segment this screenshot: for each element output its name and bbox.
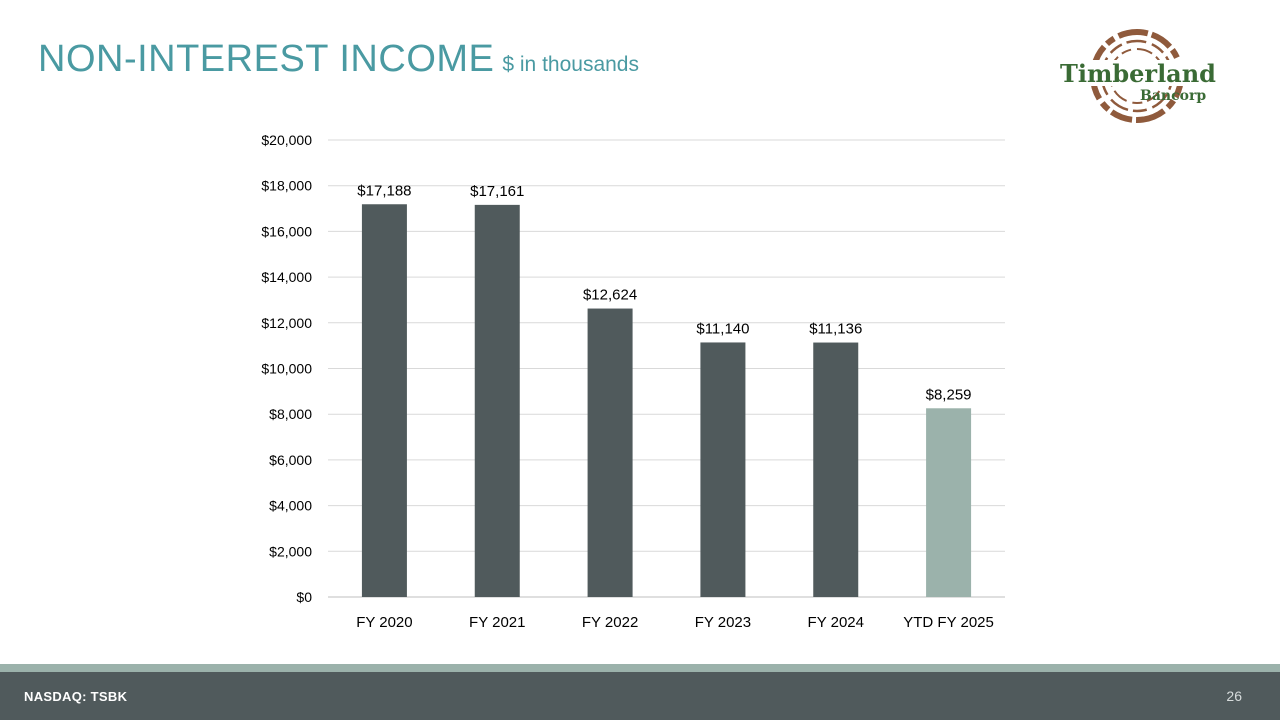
page-number: 26 [1226, 688, 1242, 704]
x-axis-tick-labels: FY 2020 FY 2021 FY 2022 FY 2023 FY 2024 YTD F… [356, 614, 994, 631]
data-label: $12,624 [583, 287, 637, 304]
x-tick-label: FY 2022 [582, 614, 638, 631]
bar [361, 204, 407, 597]
chart-gridlines [328, 139, 1005, 598]
data-label: $8,259 [926, 386, 972, 403]
data-label: $17,188 [357, 182, 411, 199]
x-tick-label: FY 2020 [356, 614, 412, 631]
y-tick-label: $18,000 [261, 178, 312, 194]
y-tick-label: $14,000 [261, 269, 312, 285]
y-tick-label: $20,000 [261, 132, 312, 148]
footer-bar: NASDAQ: TSBK 26 [0, 672, 1280, 720]
y-axis-tick-labels: $0 $2,000 $4,000 $6,000 $8,000 $10,000 $12,000… [261, 132, 312, 605]
bar [700, 342, 746, 597]
timberland-bancorp-logo: Timberland Bancorp [1058, 29, 1230, 123]
y-tick-label: $16,000 [261, 223, 312, 239]
y-tick-label: $0 [296, 589, 312, 605]
title-main: NON-INTEREST INCOME [38, 38, 495, 80]
data-label: $11,136 [809, 321, 862, 338]
x-tick-label: FY 2023 [695, 614, 751, 631]
y-tick-label: $2,000 [269, 543, 312, 559]
footer-ticker: NASDAQ: TSBK [24, 689, 128, 704]
bar-chart: $0 $2,000 $4,000 $6,000 $8,000 $10,000 $12,000… [261, 132, 1005, 631]
y-tick-label: $6,000 [269, 452, 312, 468]
y-tick-label: $12,000 [261, 315, 312, 331]
title-subtitle: $ in thousands [502, 53, 639, 76]
x-tick-label: YTD FY 2025 [903, 614, 994, 631]
slide-title: NON-INTEREST INCOME $ in thousands [38, 38, 639, 81]
bar [926, 408, 972, 597]
bar [587, 308, 633, 597]
chart-bars [361, 204, 972, 597]
x-tick-label: FY 2021 [469, 614, 525, 631]
logo-subwordmark: Bancorp [1140, 88, 1206, 104]
footer-accent-stripe [0, 664, 1280, 672]
chart-data-labels: $17,188 $17,161 $12,624 $11,140 $11,136 $8,25… [357, 182, 971, 403]
data-label: $11,140 [696, 320, 749, 337]
logo-wordmark: Timberland [1060, 59, 1216, 88]
y-tick-label: $10,000 [261, 361, 312, 377]
bar [474, 204, 520, 597]
x-tick-label: FY 2024 [808, 614, 864, 631]
bar [813, 342, 859, 597]
y-tick-label: $8,000 [269, 406, 312, 422]
data-label: $17,161 [470, 183, 524, 200]
y-tick-label: $4,000 [269, 498, 312, 514]
